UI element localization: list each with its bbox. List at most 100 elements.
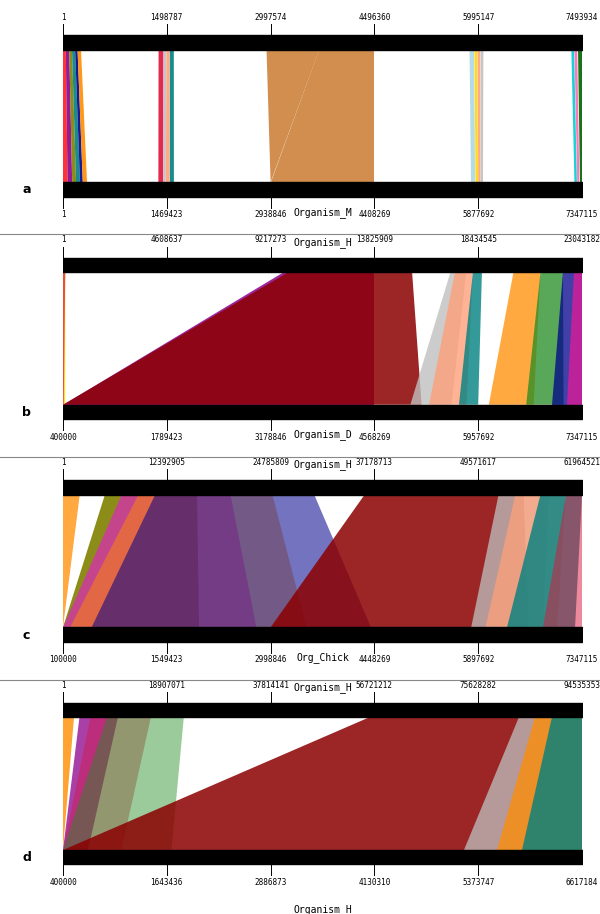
Polygon shape: [478, 49, 481, 182]
Text: 1789423: 1789423: [151, 432, 183, 441]
Polygon shape: [522, 717, 582, 850]
Polygon shape: [470, 49, 475, 182]
Text: 23043182: 23043182: [563, 236, 600, 244]
Polygon shape: [429, 272, 473, 405]
Text: 7493934: 7493934: [566, 13, 598, 22]
Text: 400000: 400000: [49, 877, 77, 887]
Text: 1: 1: [61, 458, 65, 467]
Text: 1549423: 1549423: [151, 655, 183, 664]
Text: 56721212: 56721212: [356, 681, 393, 689]
Text: 4568269: 4568269: [358, 432, 391, 441]
Text: 12392905: 12392905: [148, 458, 185, 467]
Text: 100000: 100000: [49, 655, 77, 664]
Polygon shape: [63, 494, 256, 627]
Text: 4496360: 4496360: [358, 13, 391, 22]
Polygon shape: [410, 272, 466, 405]
Text: 7347115: 7347115: [566, 210, 598, 219]
Text: 9217273: 9217273: [254, 236, 287, 244]
Text: 5995147: 5995147: [462, 13, 494, 22]
Text: 1: 1: [61, 681, 65, 689]
Text: 5373747: 5373747: [462, 877, 494, 887]
Text: 5957692: 5957692: [462, 432, 494, 441]
Polygon shape: [63, 717, 151, 850]
Polygon shape: [481, 49, 484, 182]
Text: 2997574: 2997574: [254, 13, 287, 22]
Polygon shape: [75, 49, 83, 182]
Polygon shape: [567, 272, 582, 405]
Polygon shape: [77, 49, 87, 182]
Polygon shape: [63, 717, 118, 850]
Polygon shape: [63, 272, 65, 405]
Text: a: a: [22, 184, 31, 197]
Text: Org_Chick: Org_Chick: [296, 652, 349, 663]
Polygon shape: [63, 272, 65, 405]
Polygon shape: [497, 717, 582, 850]
Polygon shape: [63, 494, 80, 627]
Polygon shape: [166, 49, 170, 182]
Polygon shape: [507, 494, 582, 627]
Text: b: b: [22, 406, 31, 419]
Text: 94535353: 94535353: [563, 681, 600, 689]
Text: 7347115: 7347115: [566, 432, 598, 441]
Polygon shape: [164, 49, 166, 182]
Text: 4408269: 4408269: [358, 210, 391, 219]
Text: 2938846: 2938846: [254, 210, 287, 219]
Polygon shape: [63, 717, 74, 850]
Text: 13825909: 13825909: [356, 236, 393, 244]
Text: 4448269: 4448269: [358, 655, 391, 664]
Polygon shape: [70, 494, 307, 627]
Text: 5897692: 5897692: [462, 655, 494, 664]
Polygon shape: [158, 49, 163, 182]
Text: Organism_H: Organism_H: [293, 459, 352, 470]
Polygon shape: [578, 49, 582, 182]
Text: 400000: 400000: [49, 432, 77, 441]
Polygon shape: [92, 494, 371, 627]
Polygon shape: [553, 272, 582, 405]
Text: 37178713: 37178713: [356, 458, 393, 467]
Polygon shape: [574, 49, 580, 182]
Polygon shape: [464, 717, 582, 850]
Polygon shape: [69, 49, 76, 182]
Text: 2998846: 2998846: [254, 655, 287, 664]
Text: 1: 1: [61, 210, 65, 219]
Polygon shape: [571, 49, 577, 182]
Text: c: c: [23, 629, 31, 642]
Text: Organism_H: Organism_H: [293, 904, 352, 914]
Polygon shape: [459, 272, 482, 405]
Polygon shape: [63, 272, 422, 405]
Text: 61964521: 61964521: [563, 458, 600, 467]
Text: 4608637: 4608637: [151, 236, 183, 244]
Text: 1643436: 1643436: [151, 877, 183, 887]
Polygon shape: [471, 494, 549, 627]
Polygon shape: [63, 49, 68, 182]
Polygon shape: [72, 49, 80, 182]
Polygon shape: [489, 272, 541, 405]
Text: Organism_M: Organism_M: [293, 207, 352, 218]
Polygon shape: [266, 49, 319, 182]
Polygon shape: [63, 717, 582, 850]
Text: 1498787: 1498787: [151, 13, 183, 22]
Text: d: d: [22, 851, 31, 864]
Text: Organism_D: Organism_D: [293, 430, 352, 441]
Text: 3178846: 3178846: [254, 432, 287, 441]
Text: 24785809: 24785809: [252, 458, 289, 467]
Polygon shape: [271, 49, 374, 182]
Polygon shape: [271, 494, 529, 627]
Text: 18907071: 18907071: [148, 681, 185, 689]
Polygon shape: [526, 272, 563, 405]
Polygon shape: [543, 494, 582, 627]
Text: 7347115: 7347115: [566, 655, 598, 664]
Polygon shape: [63, 272, 374, 405]
Text: 18434545: 18434545: [460, 236, 497, 244]
Text: 4130310: 4130310: [358, 877, 391, 887]
Polygon shape: [63, 494, 199, 627]
Polygon shape: [63, 717, 184, 850]
Text: 75628282: 75628282: [460, 681, 497, 689]
Text: 49571617: 49571617: [460, 458, 497, 467]
Polygon shape: [485, 494, 566, 627]
Polygon shape: [170, 49, 174, 182]
Text: 5877692: 5877692: [462, 210, 494, 219]
Text: 37814141: 37814141: [252, 681, 289, 689]
Text: Organism_H: Organism_H: [293, 682, 352, 693]
Text: 1: 1: [61, 13, 65, 22]
